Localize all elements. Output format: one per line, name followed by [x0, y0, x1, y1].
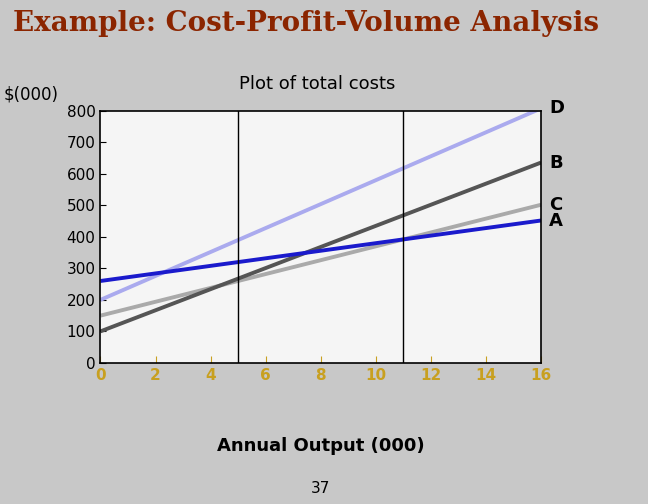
Text: Plot of total costs: Plot of total costs [239, 75, 396, 93]
Text: 37: 37 [311, 481, 330, 496]
Text: B: B [550, 154, 563, 171]
Text: Example: Cost-Profit-Volume Analysis: Example: Cost-Profit-Volume Analysis [13, 10, 599, 37]
Text: Annual Output (000): Annual Output (000) [217, 437, 424, 455]
Text: D: D [550, 99, 564, 117]
Text: C: C [550, 196, 562, 214]
Text: A: A [550, 212, 563, 229]
Text: $(000): $(000) [3, 85, 58, 103]
